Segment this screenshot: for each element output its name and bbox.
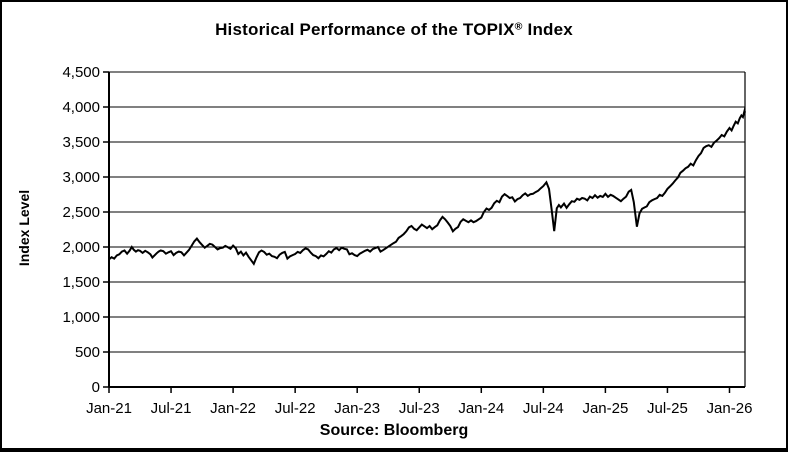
x-tick-label: Jul-24	[523, 400, 564, 417]
x-tick-label: Jan-23	[334, 400, 380, 417]
x-tick-label: Jan-26	[707, 400, 753, 417]
x-tick-label: Jul-25	[647, 400, 688, 417]
chart-title-suffix: Index	[522, 20, 573, 39]
x-tick-label: Jan-24	[458, 400, 504, 417]
x-tick-label: Jul-21	[151, 400, 192, 417]
x-tick-label: Jan-21	[86, 400, 132, 417]
x-tick-label: Jul-23	[399, 400, 440, 417]
topix-series-line	[108, 107, 746, 266]
y-tick-label: 4,500	[62, 64, 100, 81]
y-tick-label: 3,000	[62, 169, 100, 186]
chart-title-text: Historical Performance of the TOPIX	[215, 20, 515, 39]
source-note: Source: Bloomberg	[319, 422, 469, 439]
y-tick-label: 0	[92, 379, 100, 396]
y-tick-label: 4,000	[62, 99, 100, 116]
x-tick-label: Jan-22	[210, 400, 256, 417]
registered-trademark-symbol: ®	[514, 20, 523, 33]
x-tick-label: Jan-25	[582, 400, 628, 417]
x-tick-label: Jul-22	[275, 400, 316, 417]
y-tick-label: 1,000	[62, 309, 100, 326]
y-tick-label: 500	[75, 344, 100, 361]
y-tick-label: 3,500	[62, 134, 100, 151]
y-tick-label: 2,500	[62, 204, 100, 221]
chart-title: Historical Performance of the TOPIX® Ind…	[2, 20, 786, 40]
y-tick-label: 1,500	[62, 274, 100, 291]
y-tick-label: 2,000	[62, 239, 100, 256]
